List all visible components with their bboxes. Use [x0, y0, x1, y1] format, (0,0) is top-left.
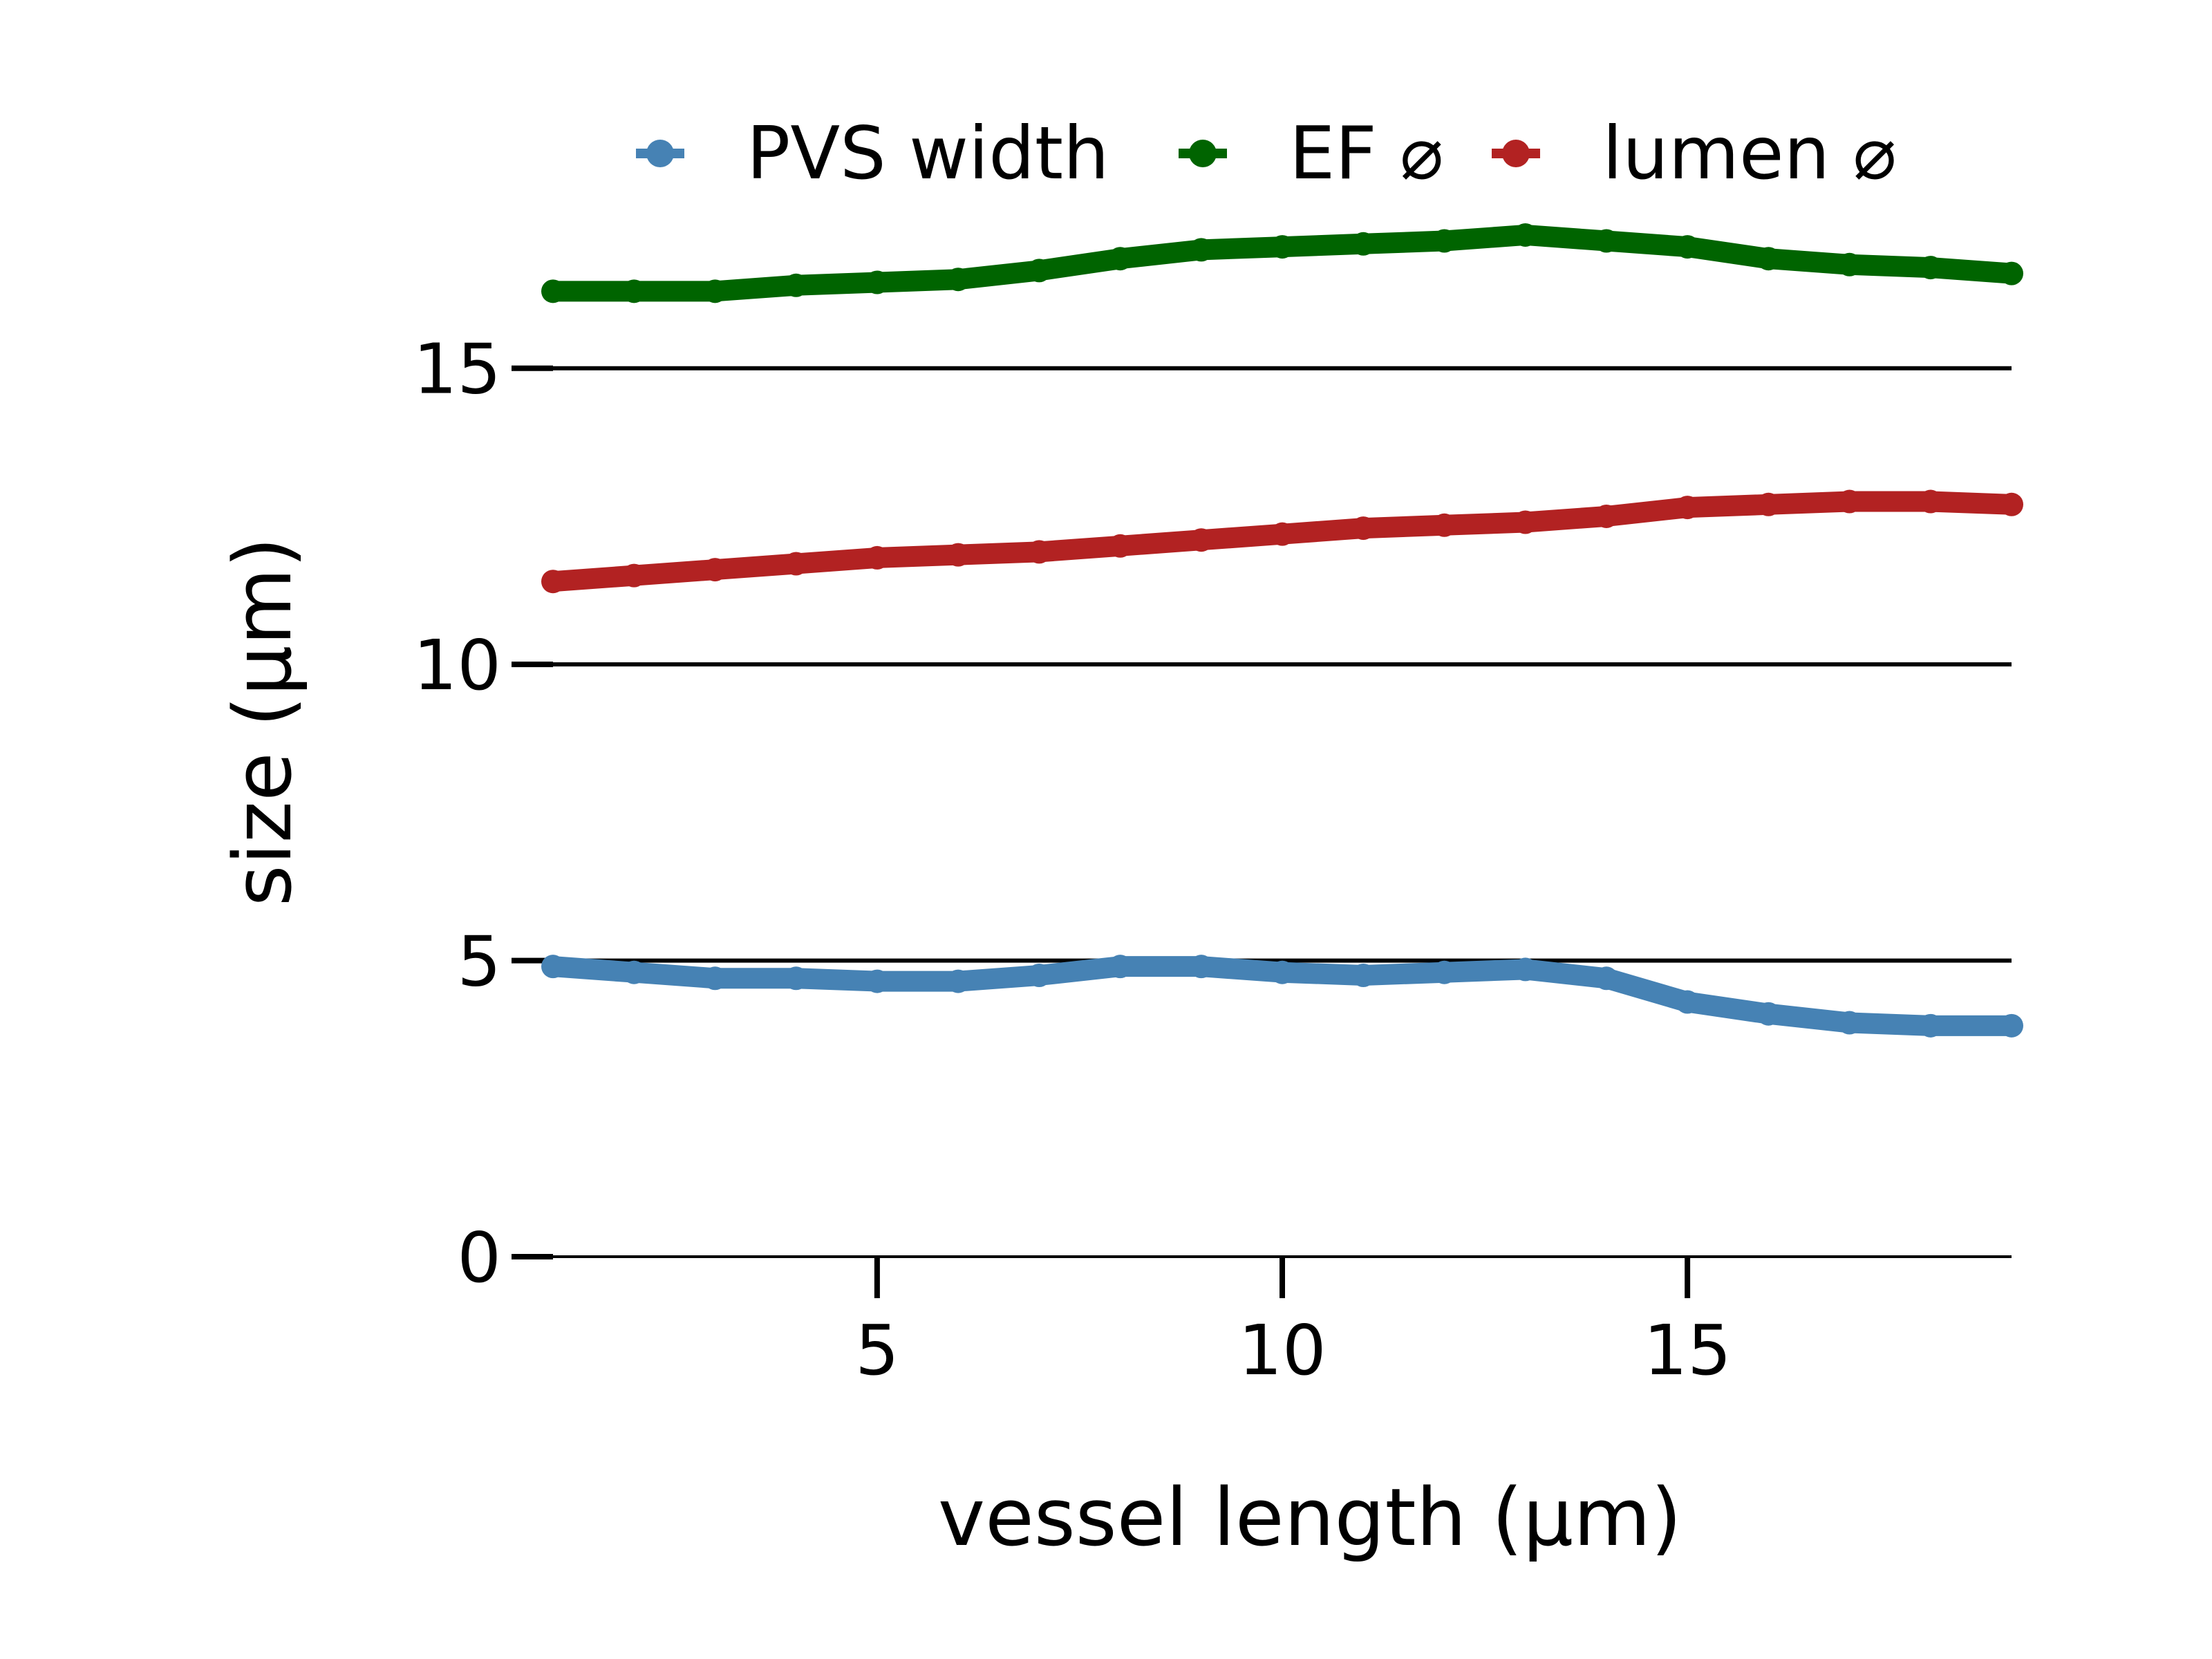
data-point — [865, 270, 889, 294]
ticks: 0 5 10 15 5 10 15 — [413, 329, 1732, 1391]
y-tick-label: 15 — [413, 329, 501, 410]
data-point — [784, 966, 808, 991]
data-point — [1108, 247, 1132, 271]
x-tick-label: 10 — [1238, 1310, 1326, 1391]
data-point — [1918, 489, 1942, 514]
y-tick-label: 0 — [457, 1217, 501, 1298]
data-point — [1271, 522, 1294, 546]
data-point — [1027, 259, 1051, 283]
series-2 — [541, 489, 2023, 594]
legend-label: PVS width — [747, 111, 1109, 196]
data-point — [541, 279, 565, 303]
data-point — [865, 969, 889, 993]
plot-series — [541, 223, 2023, 1038]
data-point — [1027, 964, 1051, 987]
y-tick-label: 5 — [457, 921, 501, 1002]
data-point — [784, 273, 808, 297]
data-point — [2000, 1013, 2023, 1038]
data-point — [1594, 966, 1618, 991]
data-point — [1189, 528, 1213, 552]
data-point — [622, 960, 646, 984]
data-point — [1676, 990, 1700, 1014]
legend-swatch-marker — [646, 140, 674, 167]
data-point — [1837, 252, 1862, 276]
legend-swatch-marker — [1189, 140, 1217, 167]
data-point — [1837, 489, 1862, 514]
data-point — [1594, 504, 1618, 528]
data-point — [1918, 1013, 1942, 1038]
data-point — [1513, 510, 1537, 534]
data-point — [946, 543, 971, 567]
legend-item: lumen ⌀ — [1492, 111, 1897, 196]
data-point — [1756, 1002, 1781, 1026]
data-point — [1432, 513, 1456, 537]
data-point — [1676, 496, 1700, 520]
data-point — [1513, 957, 1537, 982]
legend-item: PVS width — [636, 111, 1109, 196]
grid-lines — [553, 366, 2012, 963]
data-point — [1918, 256, 1942, 280]
data-point — [1676, 235, 1700, 259]
data-point — [1837, 1011, 1862, 1035]
data-point — [1189, 955, 1213, 979]
data-point — [1351, 232, 1376, 256]
data-point — [541, 570, 565, 594]
data-point — [1432, 229, 1456, 253]
data-point — [2000, 492, 2023, 516]
series-1 — [541, 223, 2023, 303]
data-point — [1351, 964, 1376, 987]
data-point — [1351, 516, 1376, 541]
data-point — [2000, 261, 2023, 285]
data-point — [1271, 235, 1294, 259]
x-tick-label: 5 — [855, 1310, 899, 1391]
data-point — [703, 966, 727, 991]
data-point — [784, 552, 808, 576]
legend-label: lumen ⌀ — [1602, 111, 1897, 196]
series-0 — [541, 955, 2023, 1038]
data-point — [622, 563, 646, 588]
legend: PVS width EF ⌀ lumen ⌀ — [636, 111, 1897, 196]
data-point — [622, 279, 646, 303]
legend-label: EF ⌀ — [1289, 111, 1443, 196]
data-point — [865, 545, 889, 570]
data-point — [1432, 960, 1456, 984]
data-point — [1027, 540, 1051, 564]
x-tick-label: 15 — [1643, 1310, 1731, 1391]
legend-item: EF ⌀ — [1179, 111, 1443, 196]
data-point — [1594, 229, 1618, 253]
data-point — [1189, 238, 1213, 262]
data-point — [703, 558, 727, 582]
data-point — [1513, 223, 1537, 247]
x-axis-label: vessel length (μm) — [938, 1472, 1682, 1564]
data-point — [1108, 955, 1132, 979]
data-point — [703, 279, 727, 303]
legend-swatch-marker — [1502, 140, 1530, 167]
y-axis-label: size (μm) — [217, 537, 310, 906]
data-point — [946, 969, 971, 993]
data-point — [946, 268, 971, 292]
data-point — [541, 955, 565, 979]
y-tick-label: 10 — [413, 625, 501, 706]
data-point — [1271, 960, 1294, 984]
data-point — [1756, 492, 1781, 516]
data-point — [1108, 534, 1132, 558]
data-point — [1756, 247, 1781, 271]
